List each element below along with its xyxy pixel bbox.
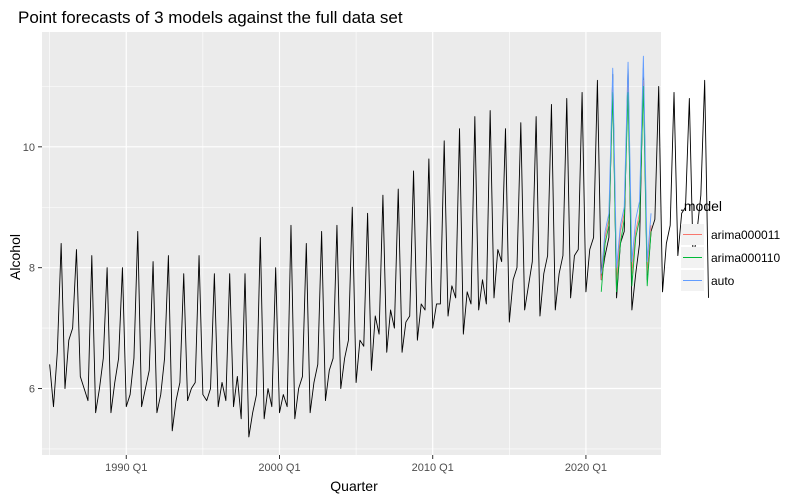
series-layer xyxy=(49,55,709,438)
legend-label-arima000110: arima000110 xyxy=(711,251,780,265)
y-axis-title: Alcohol xyxy=(7,234,23,280)
x-tick-label: 1990 Q1 xyxy=(105,462,147,474)
legend: .model arima000011 arima000110 auto xyxy=(680,198,780,291)
series-line-actual xyxy=(49,67,709,438)
x-tick-label: 2000 Q1 xyxy=(258,462,300,474)
y-tick-label: 6 xyxy=(29,384,35,396)
legend-label-arima000011: arima000011 xyxy=(711,228,780,242)
x-tick-label: 2010 Q1 xyxy=(412,462,454,474)
x-axis-title: Quarter xyxy=(330,478,378,494)
y-tick-label: 8 xyxy=(29,263,35,275)
grid-major xyxy=(42,32,661,455)
y-axis: 6 8 10 xyxy=(23,142,42,396)
legend-title: .model xyxy=(680,198,722,214)
x-tick-label: 2020 Q1 xyxy=(565,462,607,474)
y-tick-label: 10 xyxy=(23,142,35,154)
x-axis: 1990 Q1 2000 Q1 2010 Q1 2020 Q1 xyxy=(105,455,607,474)
legend-label-auto: auto xyxy=(711,274,735,288)
chart-title: Point forecasts of 3 models against the … xyxy=(18,8,403,27)
series-line-auto xyxy=(600,55,652,274)
grid-minor xyxy=(42,32,661,455)
